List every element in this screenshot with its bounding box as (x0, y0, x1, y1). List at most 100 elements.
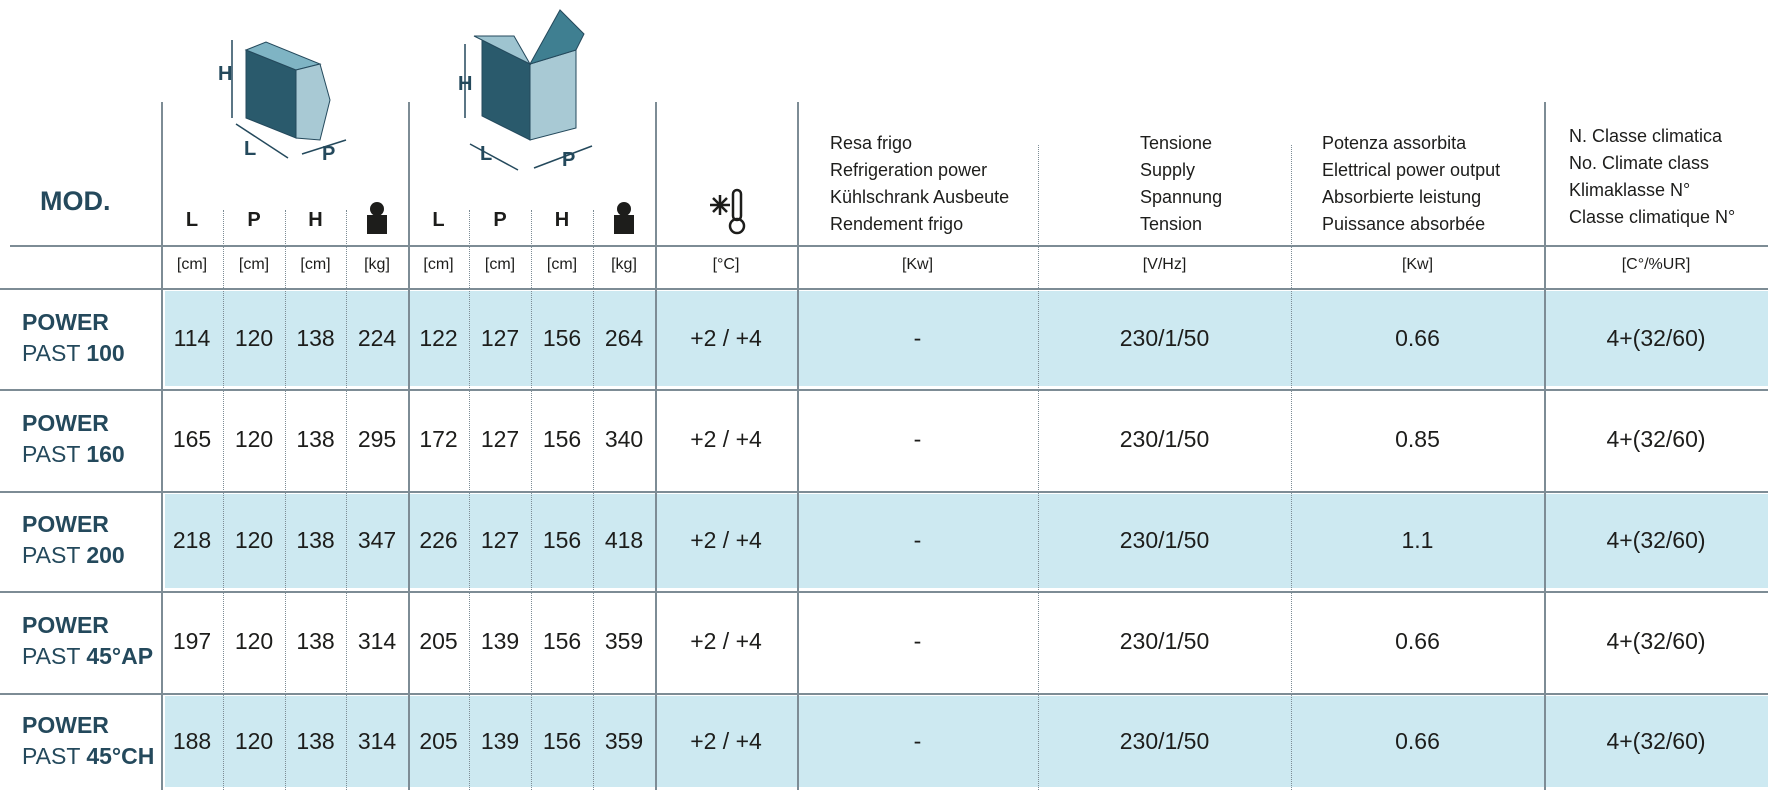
column-heading: Supply (1140, 160, 1196, 180)
column-rule (161, 102, 163, 790)
row-rule (0, 591, 1768, 593)
dimension-label: L (432, 209, 445, 231)
cell-value: 314 (357, 628, 397, 654)
counter-illustration (231, 40, 347, 159)
cell-value: 4+(32/60) (1606, 527, 1706, 553)
cell-value: 264 (604, 324, 644, 351)
cell-value: 4+(32/60) (1606, 727, 1706, 754)
cell-value: 114 (173, 324, 211, 351)
cell-value: 120 (234, 426, 274, 452)
column-divider (531, 210, 532, 790)
column-heading: Tensione (1140, 133, 1213, 153)
column-heading: Klimaklasse N° (1569, 180, 1691, 200)
row-rule (0, 693, 1768, 695)
temperature-icon (710, 188, 746, 235)
dimension-label: H (308, 209, 323, 231)
cell-value: 1.1 (1401, 527, 1434, 553)
cell-value: 188 (172, 727, 212, 754)
cell-value: 218 (172, 527, 212, 553)
dimension-label: L (185, 209, 199, 231)
row-rule (0, 491, 1768, 493)
cell-value: 0.66 (1395, 324, 1440, 351)
cell-value: - (913, 628, 922, 654)
column-heading: Refrigeration power (830, 160, 988, 180)
row-band (165, 291, 1768, 386)
column-divider (285, 210, 286, 790)
cell-value: 156 (542, 628, 582, 654)
cell-value: 172 (419, 426, 458, 452)
unit-label: [Kw] (901, 256, 934, 273)
cell-value: 230/1/50 (1119, 426, 1210, 452)
cell-value: 120 (234, 727, 274, 754)
cell-value: 138 (296, 628, 335, 654)
icon-letter: P (562, 149, 575, 171)
cell-value: 127 (480, 324, 520, 351)
column-heading: Spannung (1140, 187, 1223, 207)
unit-label: [cm] (300, 256, 331, 273)
cell-value: 197 (172, 628, 212, 654)
model-name: POWER PAST 200 (22, 511, 125, 568)
dimension-label: P (247, 209, 261, 231)
icon-letter: H (218, 63, 232, 85)
column-heading: Puissance absorbée (1322, 214, 1486, 234)
column-heading: Tension (1140, 214, 1203, 234)
cell-value: 205 (419, 628, 458, 654)
cell-value: - (913, 727, 922, 754)
cell-value: 120 (234, 324, 274, 351)
cell-value: 165 (172, 426, 212, 452)
column-divider (223, 210, 224, 790)
unit-label: [C°/%UR] (1621, 256, 1691, 273)
cell-value: 418 (604, 527, 644, 553)
cell-value: 156 (542, 426, 582, 452)
cell-value: 156 (542, 324, 582, 351)
cell-value: 120 (234, 628, 274, 654)
cell-value: +2 / +4 (690, 324, 762, 351)
cell-value: 230/1/50 (1119, 527, 1210, 553)
row-rule (10, 245, 1768, 247)
cell-value: 156 (542, 727, 582, 754)
cell-value: 226 (419, 527, 458, 553)
cell-value: 127 (480, 426, 520, 452)
cell-value: 0.66 (1395, 727, 1440, 754)
column-heading: Resa frigo (830, 133, 913, 153)
cell-value: 139 (480, 727, 520, 754)
cell-value: 314 (357, 727, 397, 754)
unit-label: [cm] (423, 256, 454, 273)
column-heading: N. Classe climatica (1569, 126, 1723, 146)
cell-value: 120 (234, 527, 274, 553)
column-heading: No. Climate class (1569, 153, 1710, 173)
cell-value: - (913, 324, 922, 351)
row-band (165, 696, 1768, 787)
cell-value: 138 (296, 527, 335, 553)
column-divider (593, 210, 594, 790)
cell-value: 224 (357, 324, 397, 351)
column-rule (408, 102, 410, 790)
row-rule (0, 389, 1768, 391)
cell-value: +2 / +4 (690, 527, 762, 553)
unit-label: [cm] (176, 256, 208, 273)
column-rule (655, 102, 657, 790)
cell-value: 4+(32/60) (1606, 324, 1706, 351)
cell-value: +2 / +4 (690, 727, 762, 754)
column-heading: Absorbierte leistung (1322, 187, 1482, 207)
cell-value: 340 (604, 426, 644, 452)
icon-letter: L (244, 138, 256, 160)
unit-label: [cm] (484, 256, 516, 273)
cabinet-illustration (464, 9, 593, 171)
model-name: POWER PAST 45°CH (22, 711, 155, 769)
column-heading: Classe climatique N° (1569, 207, 1736, 227)
column-heading: Elettrical power output (1322, 160, 1501, 180)
cell-value: 138 (296, 426, 335, 452)
cell-value: 230/1/50 (1119, 324, 1210, 351)
cell-value: - (913, 527, 922, 553)
cell-value: 359 (604, 628, 644, 654)
dimension-label: P (493, 209, 507, 231)
column-rule (1544, 102, 1546, 790)
unit-label: [kg] (364, 256, 390, 273)
cell-value: 205 (419, 727, 458, 754)
column-divider (1038, 145, 1039, 790)
model-heading: MOD. (40, 186, 111, 216)
row-rule (0, 288, 1768, 290)
